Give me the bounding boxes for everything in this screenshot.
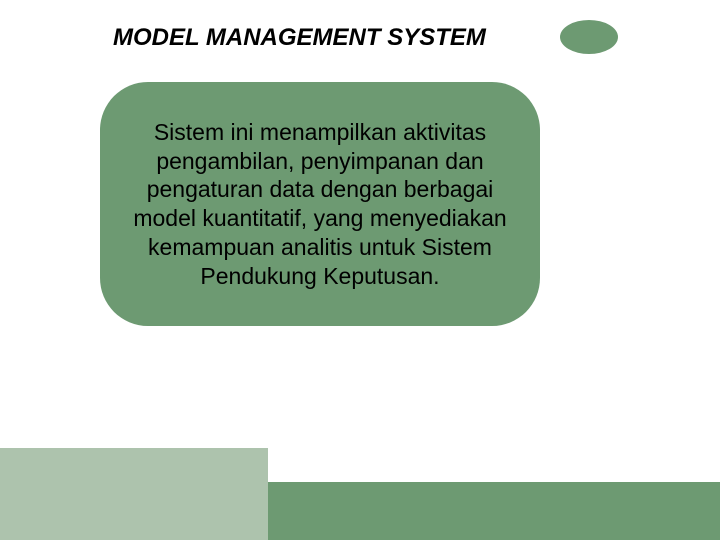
content-bubble: Sistem ini menampilkan aktivitas pengamb…: [100, 82, 540, 326]
corner-accent-ellipse: [560, 20, 618, 54]
footer-right-block: [268, 482, 720, 540]
content-text: Sistem ini menampilkan aktivitas pengamb…: [128, 118, 512, 291]
slide-title: MODEL MANAGEMENT SYSTEM: [113, 24, 486, 52]
footer-left-block: [0, 448, 268, 540]
